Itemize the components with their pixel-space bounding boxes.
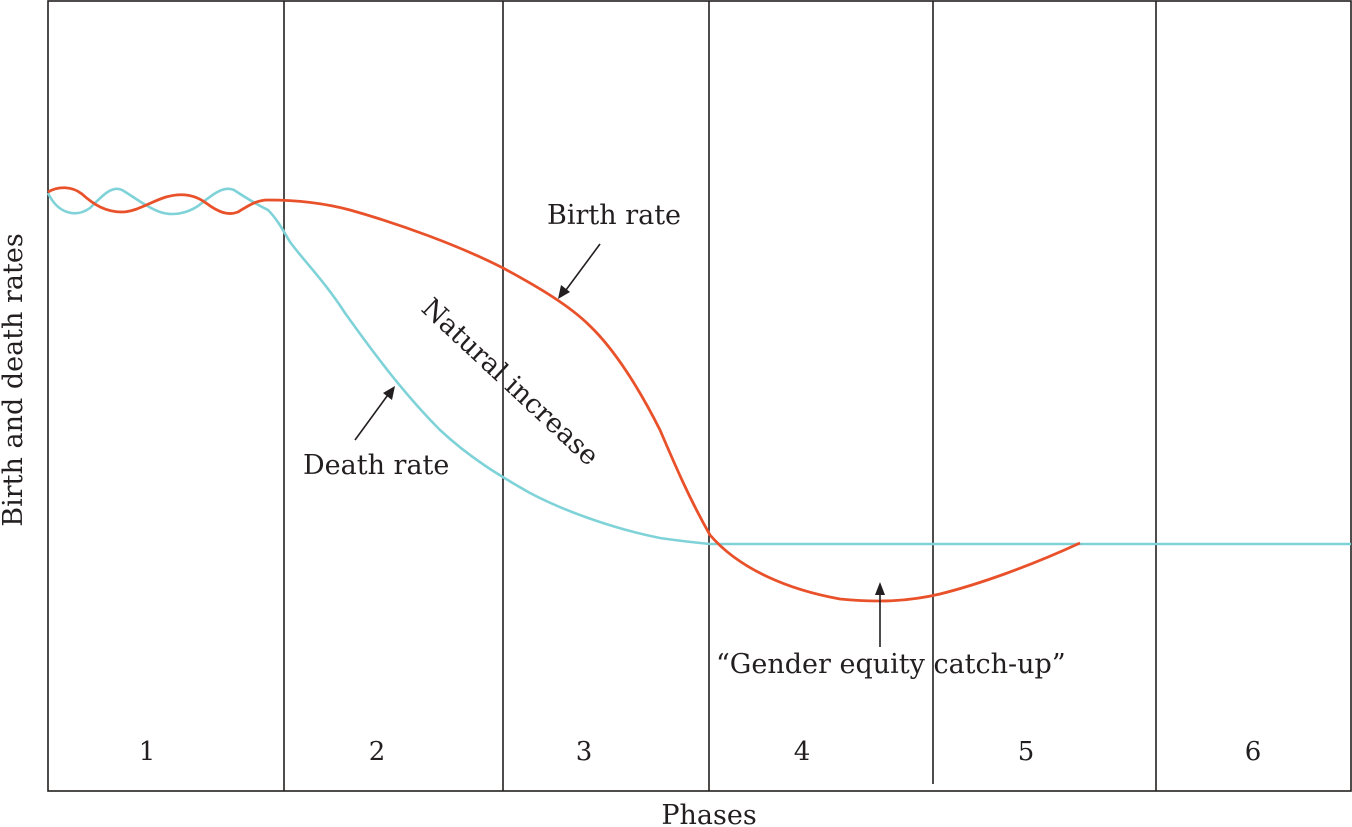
birth-rate-arrow — [562, 243, 601, 295]
death-rate-arrow — [354, 391, 391, 441]
birth-rate-curve — [47, 186, 1081, 603]
death-rate-curve — [46, 187, 1351, 546]
gender-equity-label: “Gender equity catch-up” — [716, 649, 1066, 680]
phase-label-5: 5 — [1018, 737, 1035, 767]
phase-label-1: 1 — [139, 737, 156, 767]
plot-frame — [47, 0, 1352, 792]
phase-label-4: 4 — [794, 737, 811, 767]
birth-rate-label: Birth rate — [547, 200, 681, 231]
death-rate-arrowhead — [383, 386, 395, 400]
x-axis-title: Phases — [661, 800, 756, 827]
phase-label-2: 2 — [369, 737, 386, 767]
y-axis-title: Birth and death rates — [0, 233, 29, 526]
death-rate-label: Death rate — [303, 450, 449, 481]
natural-increase-label: Natural increase — [415, 292, 604, 472]
gender-equity-arrowhead — [875, 582, 885, 595]
birth-rate-arrowhead — [558, 285, 570, 299]
phase-label-6: 6 — [1245, 737, 1262, 767]
phase-label-3: 3 — [576, 737, 593, 767]
